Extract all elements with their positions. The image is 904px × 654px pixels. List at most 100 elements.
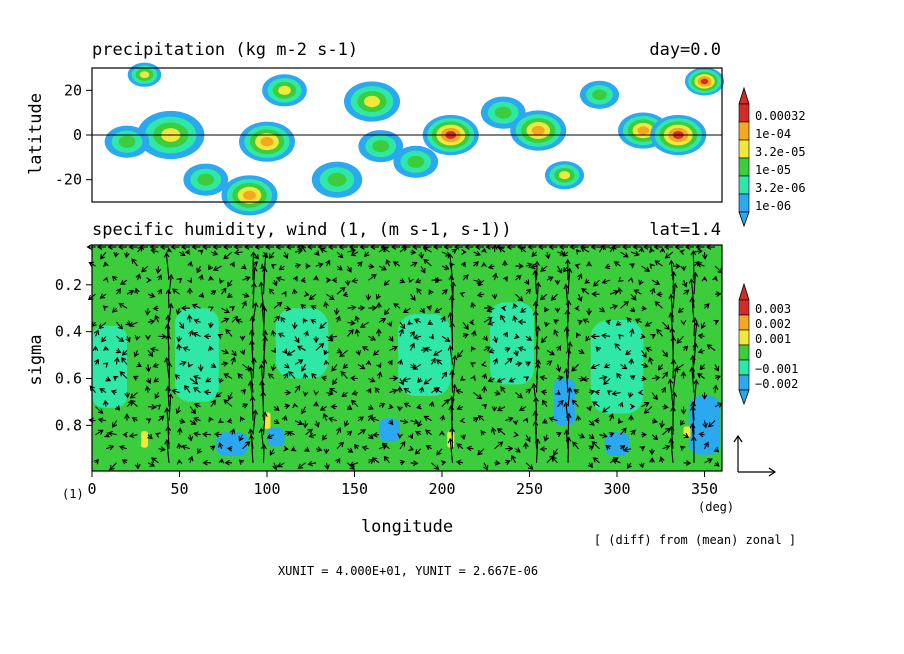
wind-arrow: [679, 445, 686, 451]
wind-arrow-shaft: [105, 445, 114, 450]
wind-arrow: [449, 426, 455, 449]
wind-arrow: [102, 362, 109, 368]
wind-arrow-head: [100, 254, 106, 260]
wind-arrow-head: [401, 244, 407, 250]
wind-arrow-head: [368, 263, 375, 270]
wind-arrow-shaft: [347, 249, 356, 253]
wind-arrow: [313, 275, 319, 281]
wind-arrow-head: [586, 261, 592, 267]
wind-arrow: [176, 427, 183, 435]
wind-arrow: [714, 291, 722, 297]
wind-arrow: [145, 418, 152, 424]
wind-arrow-head: [492, 337, 498, 344]
wind-arrow-head: [242, 403, 249, 409]
wind-arrow-head: [422, 246, 429, 253]
wind-arrow: [556, 432, 562, 438]
wind-arrow: [359, 244, 369, 250]
wind-arrow-shaft: [378, 318, 386, 323]
wind-arrow-shaft: [95, 429, 104, 436]
wind-arrow-head: [154, 393, 160, 400]
wind-arrow-shaft: [518, 347, 527, 351]
wind-arrow: [336, 265, 343, 271]
wind-arrow: [557, 399, 564, 407]
wind-arrow-head: [231, 350, 237, 357]
wind-arrow: [519, 406, 527, 412]
wind-arrow-head: [217, 333, 224, 339]
wind-arrow-shaft: [250, 435, 254, 463]
wind-arrow: [116, 335, 125, 343]
wind-arrow: [616, 372, 622, 379]
wind-arrow: [576, 332, 582, 338]
wind-arrow: [313, 336, 319, 344]
wind-arrow-head: [644, 321, 651, 327]
wind-arrow-head: [442, 289, 448, 295]
wind-arrow-head: [407, 319, 413, 325]
wind-arrow: [554, 307, 561, 313]
wind-arrow: [649, 263, 655, 269]
wind-arrow-shaft: [262, 412, 266, 435]
wind-arrow-head: [307, 428, 313, 434]
wind-arrow: [384, 307, 390, 316]
wind-arrow: [696, 262, 705, 268]
wind-arrow: [658, 364, 664, 371]
wind-arrow: [408, 445, 414, 452]
wind-arrow-head: [285, 305, 292, 312]
wind-arrow-head: [603, 363, 610, 369]
wind-arrow-head: [680, 265, 687, 272]
wind-arrow: [403, 388, 411, 394]
wind-arrow: [641, 350, 647, 358]
wind-arrow: [525, 361, 532, 367]
wind-arrow: [375, 293, 382, 300]
wind-arrow-head: [480, 430, 486, 436]
wind-arrow-head: [402, 308, 409, 314]
wind-arrow-head: [618, 276, 624, 283]
wind-arrow: [95, 406, 104, 414]
wind-arrow: [172, 288, 180, 295]
wind-arrow-shaft: [129, 321, 138, 327]
wind-arrow-shaft: [436, 448, 443, 456]
wind-arrow: [105, 376, 112, 382]
wind-arrow-head: [697, 348, 704, 354]
wind-arrow-head: [717, 268, 723, 274]
wind-arrow: [679, 249, 685, 255]
wind-arrow: [147, 318, 156, 325]
wind-arrow: [105, 444, 115, 451]
wind-arrow-shaft: [520, 247, 527, 253]
wind-arrow: [629, 375, 636, 381]
wind-arrow-head: [637, 389, 644, 396]
wind-arrow: [579, 244, 589, 250]
wind-arrow-shaft: [714, 364, 719, 371]
wind-arrow: [357, 416, 364, 422]
wind-arrow-head: [392, 375, 399, 382]
wind-arrow-shaft: [672, 359, 675, 379]
wind-arrow: [662, 444, 671, 451]
wind-arrow: [641, 402, 650, 408]
wind-arrow-head: [608, 413, 614, 419]
wind-arrow-head: [477, 280, 484, 287]
wind-arrow-shaft: [154, 392, 159, 399]
wind-arrow: [600, 244, 610, 250]
wind-arrow-head: [179, 323, 185, 330]
wind-arrow: [393, 303, 401, 309]
wind-arrow: [321, 375, 327, 382]
wind-arrow-shaft: [699, 364, 705, 370]
wind-arrow-shaft: [477, 448, 485, 456]
wind-arrow: [308, 293, 317, 301]
wind-arrow-head: [252, 261, 258, 267]
wind-arrow: [565, 412, 572, 435]
wind-arrow: [481, 261, 487, 268]
wind-arrow: [386, 321, 393, 328]
wind-arrow-head: [487, 320, 494, 326]
wind-arrow-shaft: [112, 420, 117, 428]
wind-arrow-head: [625, 349, 631, 356]
wind-arrow-head: [697, 248, 703, 255]
wind-arrow-shaft: [351, 251, 359, 256]
wind-arrow: [577, 273, 583, 281]
wind-arrow-shaft: [431, 462, 439, 470]
wind-arrow: [525, 462, 534, 470]
precip-blob: [558, 171, 571, 180]
wind-arrow-head: [165, 334, 172, 340]
wind-arrow: [164, 356, 170, 379]
wind-arrow: [213, 431, 222, 438]
wind-arrow: [688, 278, 695, 309]
